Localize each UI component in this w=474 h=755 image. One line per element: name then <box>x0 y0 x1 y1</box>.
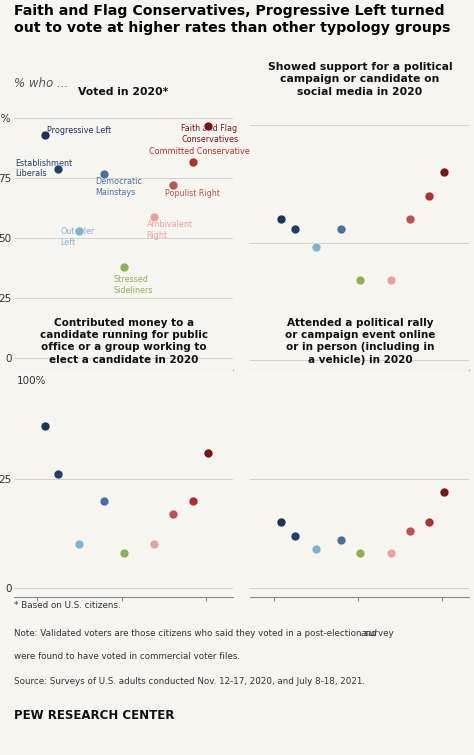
Point <box>170 507 177 519</box>
Point <box>55 468 62 480</box>
Text: Populist Right: Populist Right <box>164 189 219 198</box>
Point <box>76 225 83 237</box>
Point <box>204 119 212 131</box>
Text: Equally
balanced: Equally balanced <box>102 411 141 430</box>
Text: Outsider
Left: Outsider Left <box>60 227 95 247</box>
Point <box>291 223 299 235</box>
Point <box>41 421 49 433</box>
Text: Establishment
Liberals: Establishment Liberals <box>15 159 72 178</box>
Point <box>151 538 158 550</box>
Point <box>151 211 158 223</box>
Point <box>76 538 83 550</box>
Text: were found to have voted in commercial voter files.: were found to have voted in commercial v… <box>14 652 240 661</box>
Text: More
conservative: More conservative <box>178 411 234 430</box>
Title: Contributed money to a
candidate running for public
office or a group working to: Contributed money to a candidate running… <box>39 318 208 365</box>
Text: Stressed
Sideliners: Stressed Sideliners <box>113 276 153 294</box>
Text: Progressive Left: Progressive Left <box>47 126 111 135</box>
Point <box>100 495 108 507</box>
Text: Ambivalent
Right: Ambivalent Right <box>146 220 192 239</box>
Point <box>425 516 433 528</box>
Point <box>41 129 49 141</box>
Title: Showed support for a political
campaign or candidate on
social media in 2020: Showed support for a political campaign … <box>267 62 452 97</box>
Text: More
liberal: More liberal <box>24 411 51 430</box>
Title: Voted in 2020*: Voted in 2020* <box>79 87 169 97</box>
Point <box>425 190 433 202</box>
Point <box>406 213 413 225</box>
Point <box>440 486 448 498</box>
Point <box>100 168 108 180</box>
Point <box>204 447 212 459</box>
Point <box>406 525 413 538</box>
Point <box>337 223 345 235</box>
Point <box>440 166 448 178</box>
Point <box>312 543 319 555</box>
Point <box>120 260 128 273</box>
Text: % who ...: % who ... <box>14 77 68 90</box>
Point <box>387 274 394 286</box>
Text: Committed Conservatives: Committed Conservatives <box>148 146 254 156</box>
Text: Source: Surveys of U.S. adults conducted Nov. 12-17, 2020, and July 8-18, 2021.: Source: Surveys of U.S. adults conducted… <box>14 677 365 686</box>
Point <box>277 516 285 528</box>
Point <box>55 162 62 174</box>
Text: Faith and Flag Conservatives, Progressive Left turned
out to vote at higher rate: Faith and Flag Conservatives, Progressiv… <box>14 4 451 35</box>
Point <box>189 495 197 507</box>
Point <box>277 213 285 225</box>
Text: Note: Validated voters are those citizens who said they voted in a post-election: Note: Validated voters are those citizen… <box>14 629 397 638</box>
Point <box>120 547 128 559</box>
Point <box>189 156 197 168</box>
Title: Attended a political rally
or campaign event online
or in person (including in
a: Attended a political rally or campaign e… <box>285 318 435 365</box>
Point <box>170 180 177 192</box>
Point <box>312 242 319 254</box>
Text: PEW RESEARCH CENTER: PEW RESEARCH CENTER <box>14 710 174 723</box>
Point <box>356 547 364 559</box>
Point <box>356 274 364 286</box>
Point <box>337 534 345 546</box>
Text: 100%: 100% <box>17 376 47 387</box>
Point <box>291 529 299 541</box>
Text: Democratic
Mainstays: Democratic Mainstays <box>95 177 142 196</box>
Point <box>387 547 394 559</box>
Text: and: and <box>361 629 377 638</box>
Text: Faith and Flag
Conservatives: Faith and Flag Conservatives <box>181 125 238 144</box>
Text: * Based on U.S. citizens.: * Based on U.S. citizens. <box>14 601 121 610</box>
